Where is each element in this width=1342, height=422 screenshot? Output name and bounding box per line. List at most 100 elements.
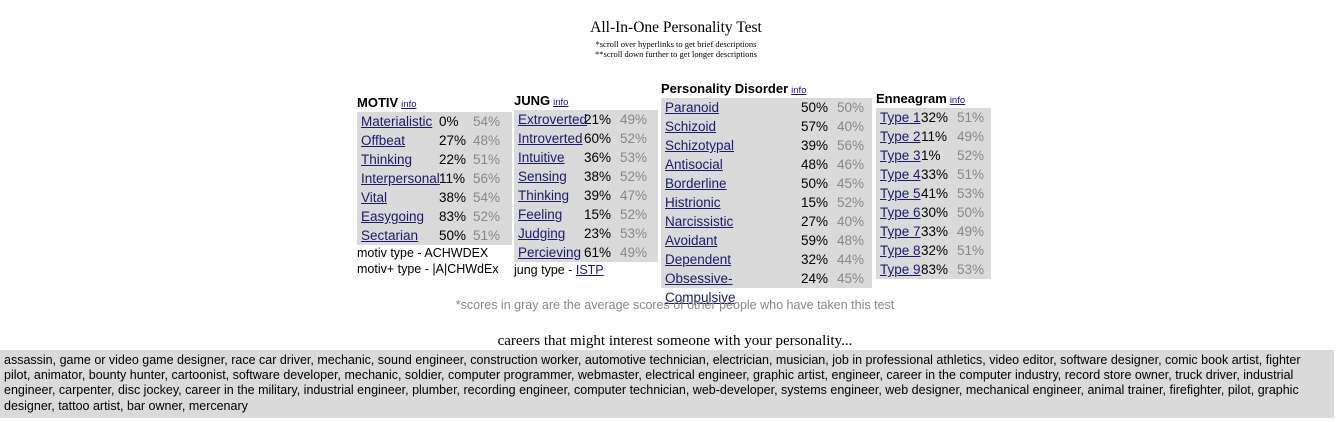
table-row: Avoidant 59% 48%: [661, 231, 872, 250]
table-row: Type 6 30% 50%: [876, 203, 991, 222]
table-row: Type 7 33% 49%: [876, 222, 991, 241]
table-row: Vital 38% 54%: [357, 188, 512, 207]
score-value: 38%: [439, 190, 467, 205]
motiv-trait-link[interactable]: Vital: [361, 190, 388, 205]
enneagram-trait-link[interactable]: Type 9: [880, 262, 921, 277]
jung-trait-link[interactable]: Judging: [518, 226, 566, 241]
jung-type-link[interactable]: ISTP: [575, 263, 604, 277]
average-score-value: 52%: [837, 195, 865, 210]
score-value: 60%: [584, 131, 612, 146]
enneagram-trait-link[interactable]: Type 6: [880, 205, 921, 220]
table-row: Type 1 32% 51%: [876, 108, 991, 127]
table-row: Type 3 1% 52%: [876, 146, 991, 165]
jung-trait-link[interactable]: Sensing: [518, 169, 567, 184]
motiv-trait-link[interactable]: Sectarian: [361, 228, 419, 243]
score-value: 32%: [801, 252, 829, 267]
page-title: All-In-One Personality Test: [590, 19, 762, 36]
careers-heading: careers that might interest someone with…: [497, 333, 853, 349]
enneagram-trait-link[interactable]: Type 5: [880, 186, 921, 201]
pd-trait-link[interactable]: Borderline: [665, 176, 727, 191]
table-row: Borderline 50% 45%: [661, 174, 872, 193]
score-value: 11%: [921, 129, 948, 144]
pd-info-link[interactable]: info: [791, 85, 807, 96]
pd-trait-link[interactable]: Histrionic: [665, 195, 721, 210]
jung-trait-link[interactable]: Feeling: [518, 207, 563, 222]
pd-heading: Personality Disorder info: [661, 80, 872, 98]
jung-type-label: jung type -: [514, 263, 576, 277]
enneagram-trait-link[interactable]: Type 2: [880, 129, 921, 144]
average-score-value: 52%: [957, 148, 985, 163]
average-score-value: 51%: [473, 228, 501, 243]
pd-trait-link[interactable]: Schizotypal: [665, 138, 735, 153]
average-score-value: 45%: [837, 176, 865, 191]
average-score-value: 54%: [473, 114, 501, 129]
table-row: Intuitive 36% 53%: [514, 148, 658, 167]
enneagram-info-link[interactable]: info: [949, 95, 966, 106]
jung-info-link[interactable]: info: [553, 97, 569, 108]
score-value: 33%: [921, 224, 949, 239]
table-row: Schizotypal 39% 56%: [661, 136, 872, 155]
jung-trait-link[interactable]: Intuitive: [518, 150, 565, 165]
table-row: Interpersonal 11% 56%: [357, 169, 512, 188]
score-value: 50%: [439, 228, 467, 243]
average-score-value: 53%: [957, 186, 985, 201]
score-value: 32%: [921, 110, 949, 125]
jung-trait-link[interactable]: Percieving: [518, 245, 582, 260]
pd-trait-link[interactable]: Obsessive-Compulsive: [665, 271, 736, 305]
average-score-value: 52%: [620, 207, 648, 222]
motiv-trait-link[interactable]: Offbeat: [361, 133, 406, 148]
motiv-trait-link[interactable]: Interpersonal: [361, 171, 440, 186]
average-score-value: 53%: [620, 150, 648, 165]
score-value: 11%: [439, 171, 466, 186]
motiv-trait-link[interactable]: Thinking: [361, 152, 413, 167]
score-value: 23%: [584, 226, 612, 241]
enneagram-trait-link[interactable]: Type 3: [880, 148, 921, 163]
pd-trait-link[interactable]: Paranoid: [665, 100, 720, 115]
motiv-plus-type: motiv+ type - |A|CHWdEx: [357, 262, 499, 276]
table-row: Type 9 83% 53%: [876, 260, 991, 279]
motiv-trait-link[interactable]: Easygoing: [361, 209, 425, 224]
table-row: Sectarian 50% 51%: [357, 226, 512, 245]
table-row: Type 2 11% 49%: [876, 127, 991, 146]
motiv-heading-label: MOTIV: [357, 95, 399, 110]
average-score-value: 49%: [620, 245, 648, 260]
jung-table: Extroverted 21% 49% Introverted 60% 52% Intuit…: [514, 110, 658, 262]
jung-trait-link[interactable]: Thinking: [518, 188, 570, 203]
table-row: Introverted 60% 52%: [514, 129, 658, 148]
motiv-info-link[interactable]: info: [401, 99, 417, 110]
enneagram-trait-link[interactable]: Type 4: [880, 167, 921, 182]
motiv-table: Materialistic 0% 54% Offbeat 27% 48% Thinking 2…: [357, 112, 512, 245]
average-score-value: 56%: [837, 138, 865, 153]
enneagram-trait-link[interactable]: Type 7: [880, 224, 921, 239]
table-row: Sensing 38% 52%: [514, 167, 658, 186]
pd-trait-link[interactable]: Dependent: [665, 252, 732, 267]
score-value: 59%: [801, 233, 829, 248]
table-row: Feeling 15% 52%: [514, 205, 658, 224]
pd-trait-link[interactable]: Antisocial: [665, 157, 723, 172]
motiv-trait-link[interactable]: Materialistic: [361, 114, 433, 129]
jung-heading: JUNG info: [514, 92, 658, 110]
pd-trait-link[interactable]: Narcissistic: [665, 214, 734, 229]
score-value: 21%: [584, 112, 612, 127]
score-value: 36%: [584, 150, 612, 165]
pd-trait-link[interactable]: Avoidant: [665, 233, 718, 248]
average-score-value: 44%: [837, 252, 865, 267]
score-value: 39%: [584, 188, 612, 203]
jung-trait-link[interactable]: Introverted: [518, 131, 583, 146]
enneagram-trait-link[interactable]: Type 1: [880, 110, 921, 125]
table-row: Type 4 33% 51%: [876, 165, 991, 184]
motiv-panel: MOTIV info Materialistic 0% 54% Offbeat 27% 48…: [357, 94, 512, 277]
average-score-value: 45%: [837, 271, 865, 286]
score-value: 15%: [801, 195, 829, 210]
enneagram-heading-label: Enneagram: [876, 91, 947, 106]
table-row: Judging 23% 53%: [514, 224, 658, 243]
table-row: Percieving 61% 49%: [514, 243, 658, 262]
average-score-value: 51%: [957, 243, 985, 258]
table-row: Histrionic 15% 52%: [661, 193, 872, 212]
pd-trait-link[interactable]: Schizoid: [665, 119, 717, 134]
motiv-heading: MOTIV info: [357, 94, 512, 112]
enneagram-trait-link[interactable]: Type 8: [880, 243, 921, 258]
score-value: 50%: [801, 100, 829, 115]
average-score-value: 49%: [620, 112, 648, 127]
jung-trait-link[interactable]: Extroverted: [518, 112, 588, 127]
